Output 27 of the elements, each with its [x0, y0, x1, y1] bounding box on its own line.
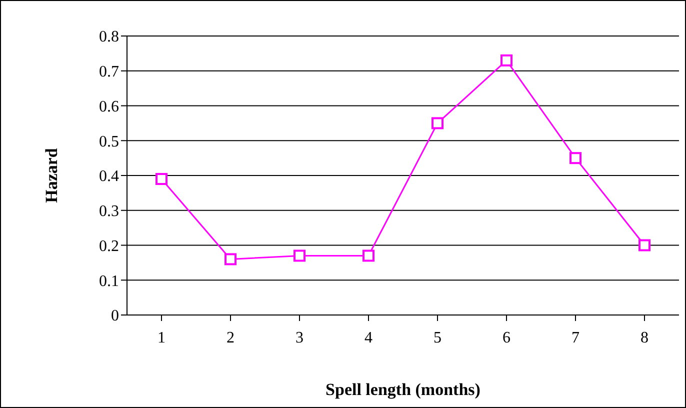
point — [500, 54, 512, 66]
x-tick-label: 7 — [572, 329, 580, 346]
y-tick-label: 0.6 — [99, 98, 119, 116]
x-tick-label: 3 — [296, 329, 304, 346]
y-tick-label: 0.3 — [99, 203, 119, 220]
point — [156, 172, 168, 185]
y-tick-label: 0.1 — [99, 272, 119, 290]
x-tick-label: 6 — [502, 329, 510, 346]
point — [362, 250, 374, 262]
y-tick-label: 0.4 — [99, 168, 119, 186]
x-axis-title: Spell length (months) — [326, 380, 480, 399]
point — [638, 239, 650, 252]
x-tick-label: 8 — [640, 329, 648, 346]
y-tick-label: 0.5 — [99, 133, 119, 150]
y-tick-label: 0.7 — [99, 64, 119, 81]
point — [432, 117, 444, 130]
point — [570, 152, 582, 164]
y-tick-label: 0 — [111, 308, 119, 325]
y-axis-title: Hazard — [42, 148, 62, 203]
point — [224, 253, 236, 266]
x-tick-label: 2 — [226, 329, 234, 346]
x-tick-label: 5 — [434, 329, 442, 346]
x-tick-label: 4 — [364, 329, 372, 346]
point — [294, 250, 306, 262]
x-tick-label: 1 — [158, 329, 166, 346]
y-tick-label: 0.2 — [99, 238, 119, 255]
y-tick-label: 0.8 — [99, 28, 119, 46]
